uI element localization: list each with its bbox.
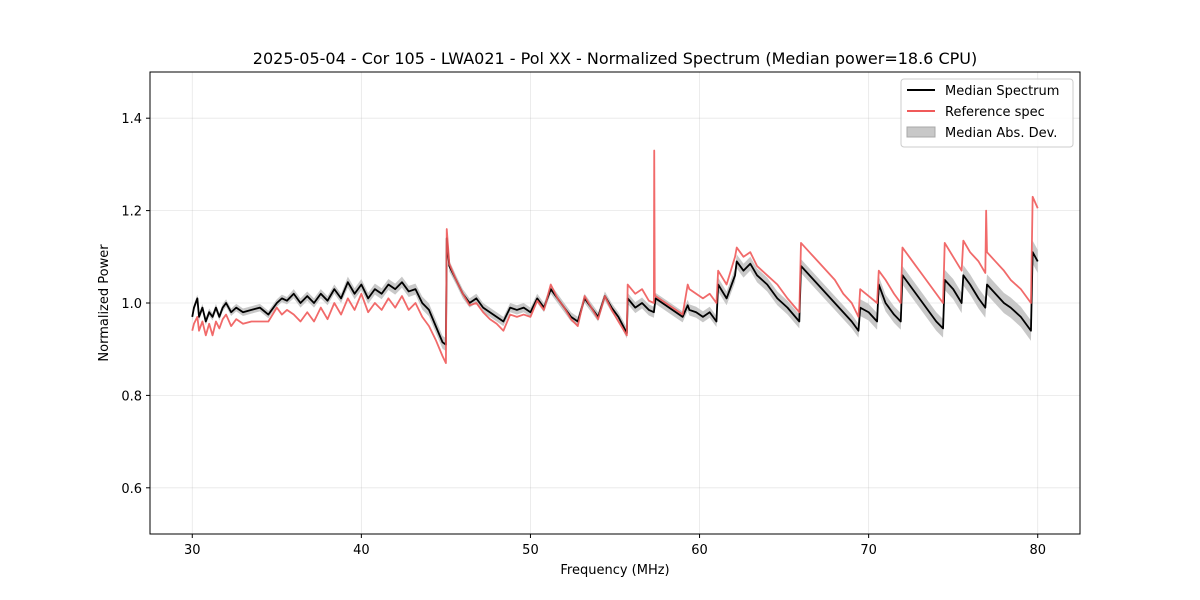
x-tick-label: 70 [860,543,877,558]
reference-spectrum-line [191,149,1039,364]
legend-label-mad: Median Abs. Dev. [945,126,1057,141]
x-axis-label: Frequency (MHz) [560,563,669,578]
legend-swatch-mad [906,126,936,138]
y-axis-label: Normalized Power [97,244,112,362]
series-layer [191,149,1039,364]
x-tick-label: 50 [522,543,539,558]
x-axis: 30 40 50 60 70 80 [184,534,1046,558]
y-axis: 0.6 0.8 1.0 1.2 1.4 [121,112,150,497]
x-tick-label: 60 [691,543,708,558]
y-tick-label: 0.6 [121,482,142,497]
x-tick-label: 30 [184,543,201,558]
y-tick-label: 1.4 [121,112,142,127]
legend-label-reference: Reference spec [945,105,1045,120]
x-tick-label: 80 [1029,543,1046,558]
legend-box [900,78,1074,148]
legend-label-median: Median Spectrum [945,84,1059,99]
y-tick-label: 0.8 [121,389,142,404]
x-tick-label: 40 [353,543,370,558]
legend: Median Spectrum Reference spec Median Ab… [900,78,1074,148]
chart-title: 2025-05-04 - Cor 105 - LWA021 - Pol XX -… [253,49,977,68]
y-tick-label: 1.2 [121,205,142,220]
y-tick-label: 1.0 [121,297,142,312]
